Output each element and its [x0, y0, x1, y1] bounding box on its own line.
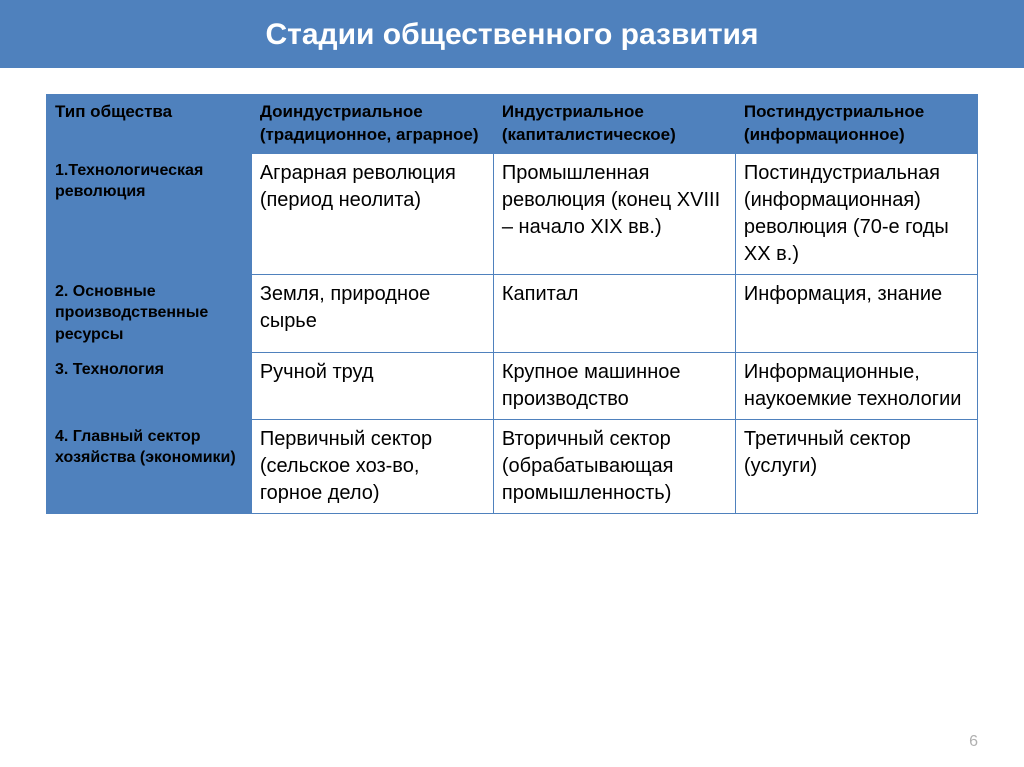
- table-row: 4. Главный сектор хозяйства (экономики) …: [47, 419, 978, 513]
- title-bar: Стадии общественного развития: [0, 0, 1024, 68]
- row-label-3: 4. Главный сектор хозяйства (экономики): [47, 419, 252, 513]
- col-header-0: Тип общества: [47, 95, 252, 154]
- col-header-3: Постиндустриальное (информационное): [735, 95, 977, 154]
- table-container: Тип общества Доиндустриальное (традицион…: [0, 68, 1024, 514]
- col-header-2: Индустриальное (капиталистическое): [493, 95, 735, 154]
- cell-2-1: Крупное машинное производство: [493, 352, 735, 419]
- row-label-1: 2. Основные производственные ресурсы: [47, 274, 252, 352]
- col-header-1: Доиндустриальное (традиционное, аграрное…: [251, 95, 493, 154]
- cell-3-0: Первичный сектор (сельское хоз-во, горно…: [251, 419, 493, 513]
- cell-3-2: Третичный сектор (услуги): [735, 419, 977, 513]
- page-title: Стадии общественного развития: [265, 18, 758, 51]
- page-number: 6: [969, 733, 978, 751]
- cell-3-1: Вторичный сектор (обрабатывающая промышл…: [493, 419, 735, 513]
- cell-0-0: Аграрная революция (период неолита): [251, 153, 493, 274]
- row-label-0: 1.Технологическая революция: [47, 153, 252, 274]
- cell-1-1: Капитал: [493, 274, 735, 352]
- cell-2-2: Информационные, наукоемкие технологии: [735, 352, 977, 419]
- cell-0-2: Постиндустриальная (информационная) рево…: [735, 153, 977, 274]
- table-header-row: Тип общества Доиндустриальное (традицион…: [47, 95, 978, 154]
- table-row: 3. Технология Ручной труд Крупное машинн…: [47, 352, 978, 419]
- table-row: 2. Основные производственные ресурсы Зем…: [47, 274, 978, 352]
- stages-table: Тип общества Доиндустриальное (традицион…: [46, 94, 978, 514]
- cell-1-2: Информация, знание: [735, 274, 977, 352]
- table-row: 1.Технологическая революция Аграрная рев…: [47, 153, 978, 274]
- cell-2-0: Ручной труд: [251, 352, 493, 419]
- cell-1-0: Земля, природное сырье: [251, 274, 493, 352]
- row-label-2: 3. Технология: [47, 352, 252, 419]
- cell-0-1: Промышленная революция (конец XVIII – на…: [493, 153, 735, 274]
